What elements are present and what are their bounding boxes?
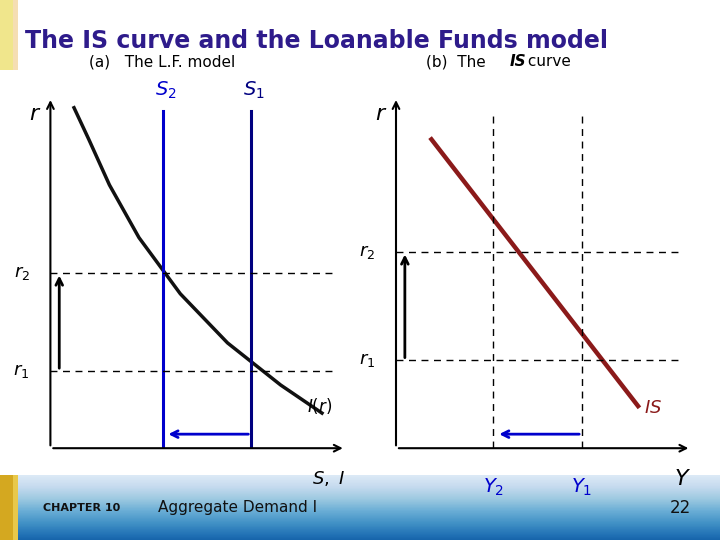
Text: $\mathit{r}_1$: $\mathit{r}_1$ <box>359 352 375 369</box>
Text: (a)   The L.F. model: (a) The L.F. model <box>89 54 235 69</box>
Text: The IS curve and the Loanable Funds model: The IS curve and the Loanable Funds mode… <box>25 29 608 53</box>
Text: 22: 22 <box>670 498 691 517</box>
Text: CHAPTER 10: CHAPTER 10 <box>43 503 120 512</box>
Text: $Y$: $Y$ <box>674 469 691 489</box>
Text: Aggregate Demand I: Aggregate Demand I <box>158 500 318 515</box>
Text: $\mathit{r}_2$: $\mathit{r}_2$ <box>359 242 375 261</box>
Text: (b)  The: (b) The <box>426 54 490 69</box>
Text: $r$: $r$ <box>30 104 42 124</box>
Bar <box>13 475 18 540</box>
Text: $\mathit{S}_1$: $\mathit{S}_1$ <box>243 79 265 100</box>
Text: $\mathit{Y}_1$: $\mathit{Y}_1$ <box>572 476 593 497</box>
Text: curve: curve <box>523 54 571 69</box>
Bar <box>13 0 18 70</box>
Text: $\mathit{r}_2$: $\mathit{r}_2$ <box>14 264 30 282</box>
Text: $\mathit{I(r)}$: $\mathit{I(r)}$ <box>307 396 333 416</box>
Text: $\mathit{IS}$: $\mathit{IS}$ <box>644 399 662 417</box>
Bar <box>0 475 13 540</box>
Text: $\mathit{Y}_2$: $\mathit{Y}_2$ <box>483 476 504 497</box>
Text: $r$: $r$ <box>375 104 387 124</box>
Text: IS: IS <box>510 54 526 69</box>
Text: $S,\ I$: $S,\ I$ <box>312 469 346 488</box>
Bar <box>0 0 13 70</box>
Text: $\mathit{S}_2$: $\mathit{S}_2$ <box>155 79 176 100</box>
Text: $\mathit{r}_1$: $\mathit{r}_1$ <box>14 362 30 380</box>
